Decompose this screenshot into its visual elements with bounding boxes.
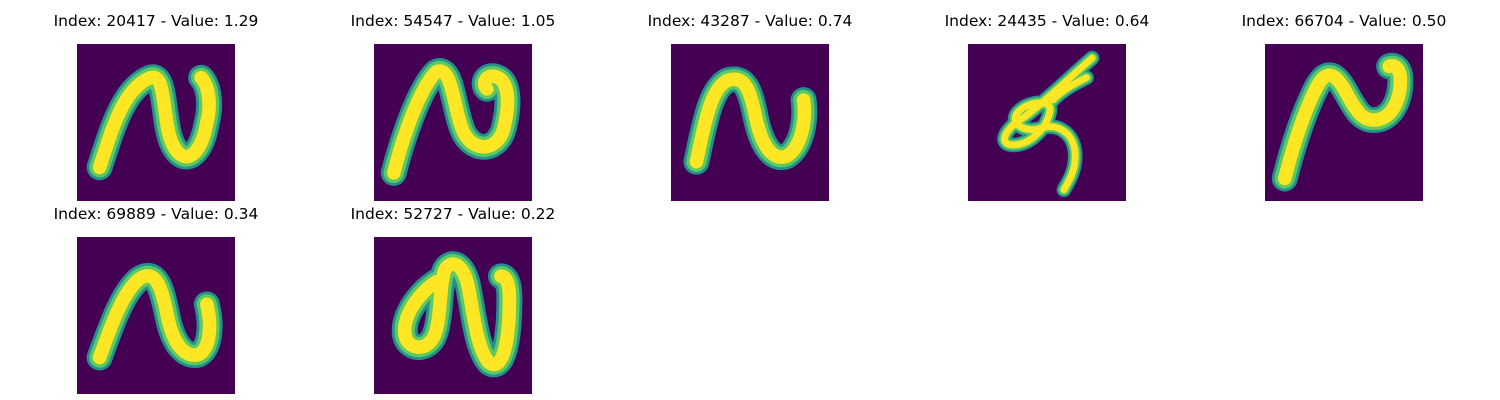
digit-image <box>374 44 532 201</box>
digit-image <box>671 44 829 201</box>
image-panel-1: Index: 20417 - Value: 1.29 <box>31 10 281 201</box>
panel-title: Index: 20417 - Value: 1.29 <box>53 12 259 30</box>
panel-title: Index: 69889 - Value: 0.34 <box>53 205 259 223</box>
digit-image <box>77 44 235 201</box>
digit-image <box>1265 44 1423 201</box>
digit-image <box>968 44 1126 201</box>
image-panel-7: Index: 52727 - Value: 0.22 <box>328 203 578 394</box>
panel-title: Index: 66704 - Value: 0.50 <box>1241 12 1447 30</box>
image-panel-3: Index: 43287 - Value: 0.74 <box>625 10 875 201</box>
panel-title: Index: 24435 - Value: 0.64 <box>944 12 1150 30</box>
image-panel-2: Index: 54547 - Value: 1.05 <box>328 10 578 201</box>
image-panel-5: Index: 66704 - Value: 0.50 <box>1219 10 1469 201</box>
image-panel-6: Index: 69889 - Value: 0.34 <box>31 203 281 394</box>
panel-title: Index: 54547 - Value: 1.05 <box>350 12 556 30</box>
panel-title: Index: 43287 - Value: 0.74 <box>647 12 853 30</box>
image-panel-4: Index: 24435 - Value: 0.64 <box>922 10 1172 201</box>
digit-image <box>374 237 532 394</box>
digit-image <box>77 237 235 394</box>
panel-title: Index: 52727 - Value: 0.22 <box>350 205 556 223</box>
